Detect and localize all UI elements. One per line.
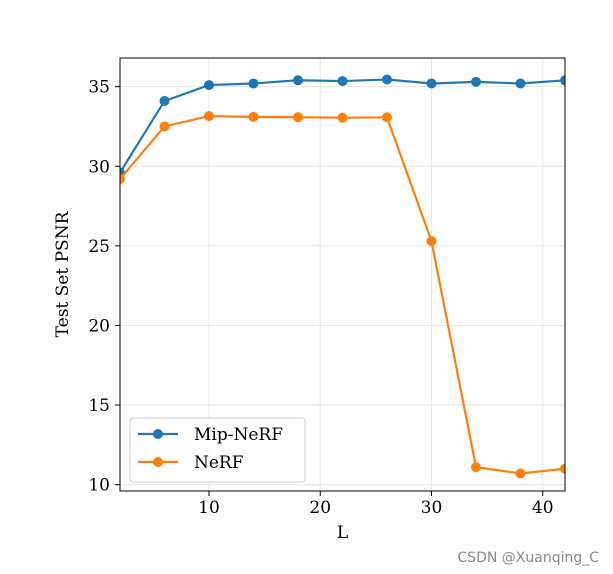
series-layer: [120, 74, 565, 479]
watermark: CSDN @Xuanqing_C: [457, 550, 599, 566]
data-point-mip-nerf: [204, 80, 214, 91]
series-line-mip-nerf: [120, 78, 565, 174]
plot-frame: [119, 57, 566, 492]
data-point-nerf: [248, 111, 259, 122]
data-point-mip-nerf: [471, 76, 481, 87]
data-point-nerf: [293, 112, 303, 123]
x-tick-label: 20: [309, 498, 331, 518]
data-point-mip-nerf: [293, 75, 303, 86]
y-tick-label: 20: [88, 316, 110, 336]
y-axis-label: Test Set PSNR: [53, 210, 73, 337]
data-point-mip-nerf: [426, 78, 437, 89]
data-point-nerf: [515, 468, 526, 479]
y-tick-label: 35: [88, 78, 110, 98]
y-tick-label: 15: [88, 396, 110, 416]
legend-marker-nerf: [153, 457, 163, 467]
legend: Mip-NeRF NeRF: [129, 417, 306, 483]
data-point-nerf: [120, 173, 125, 184]
ticks: 10 20 30 40 10 15 20 25 30 35: [88, 78, 553, 518]
data-point-nerf: [159, 121, 170, 132]
y-tick-label: 25: [88, 237, 110, 257]
data-point-mip-nerf: [560, 75, 565, 86]
y-tick-label: 30: [88, 157, 110, 177]
data-point-mip-nerf: [159, 95, 170, 106]
legend-label-nerf: NeRF: [194, 453, 244, 473]
data-point-nerf: [337, 112, 348, 123]
data-point-nerf: [560, 463, 565, 474]
data-point-mip-nerf: [248, 78, 259, 89]
data-point-nerf: [204, 111, 214, 122]
x-axis-label: L: [337, 523, 348, 543]
data-point-mip-nerf: [337, 76, 348, 87]
x-tick-label: 40: [532, 498, 554, 518]
y-tick-label: 10: [88, 476, 110, 496]
x-tick-label: 10: [198, 498, 220, 518]
legend-marker-mip-nerf: [153, 429, 163, 439]
x-tick-label: 30: [421, 498, 443, 518]
data-point-nerf: [471, 462, 481, 473]
data-point-nerf: [382, 112, 392, 123]
data-point-nerf: [426, 236, 437, 247]
data-point-mip-nerf: [382, 74, 392, 85]
grid: [120, 58, 565, 491]
legend-label-mip-nerf: Mip-NeRF: [194, 425, 283, 445]
data-point-mip-nerf: [515, 78, 526, 89]
